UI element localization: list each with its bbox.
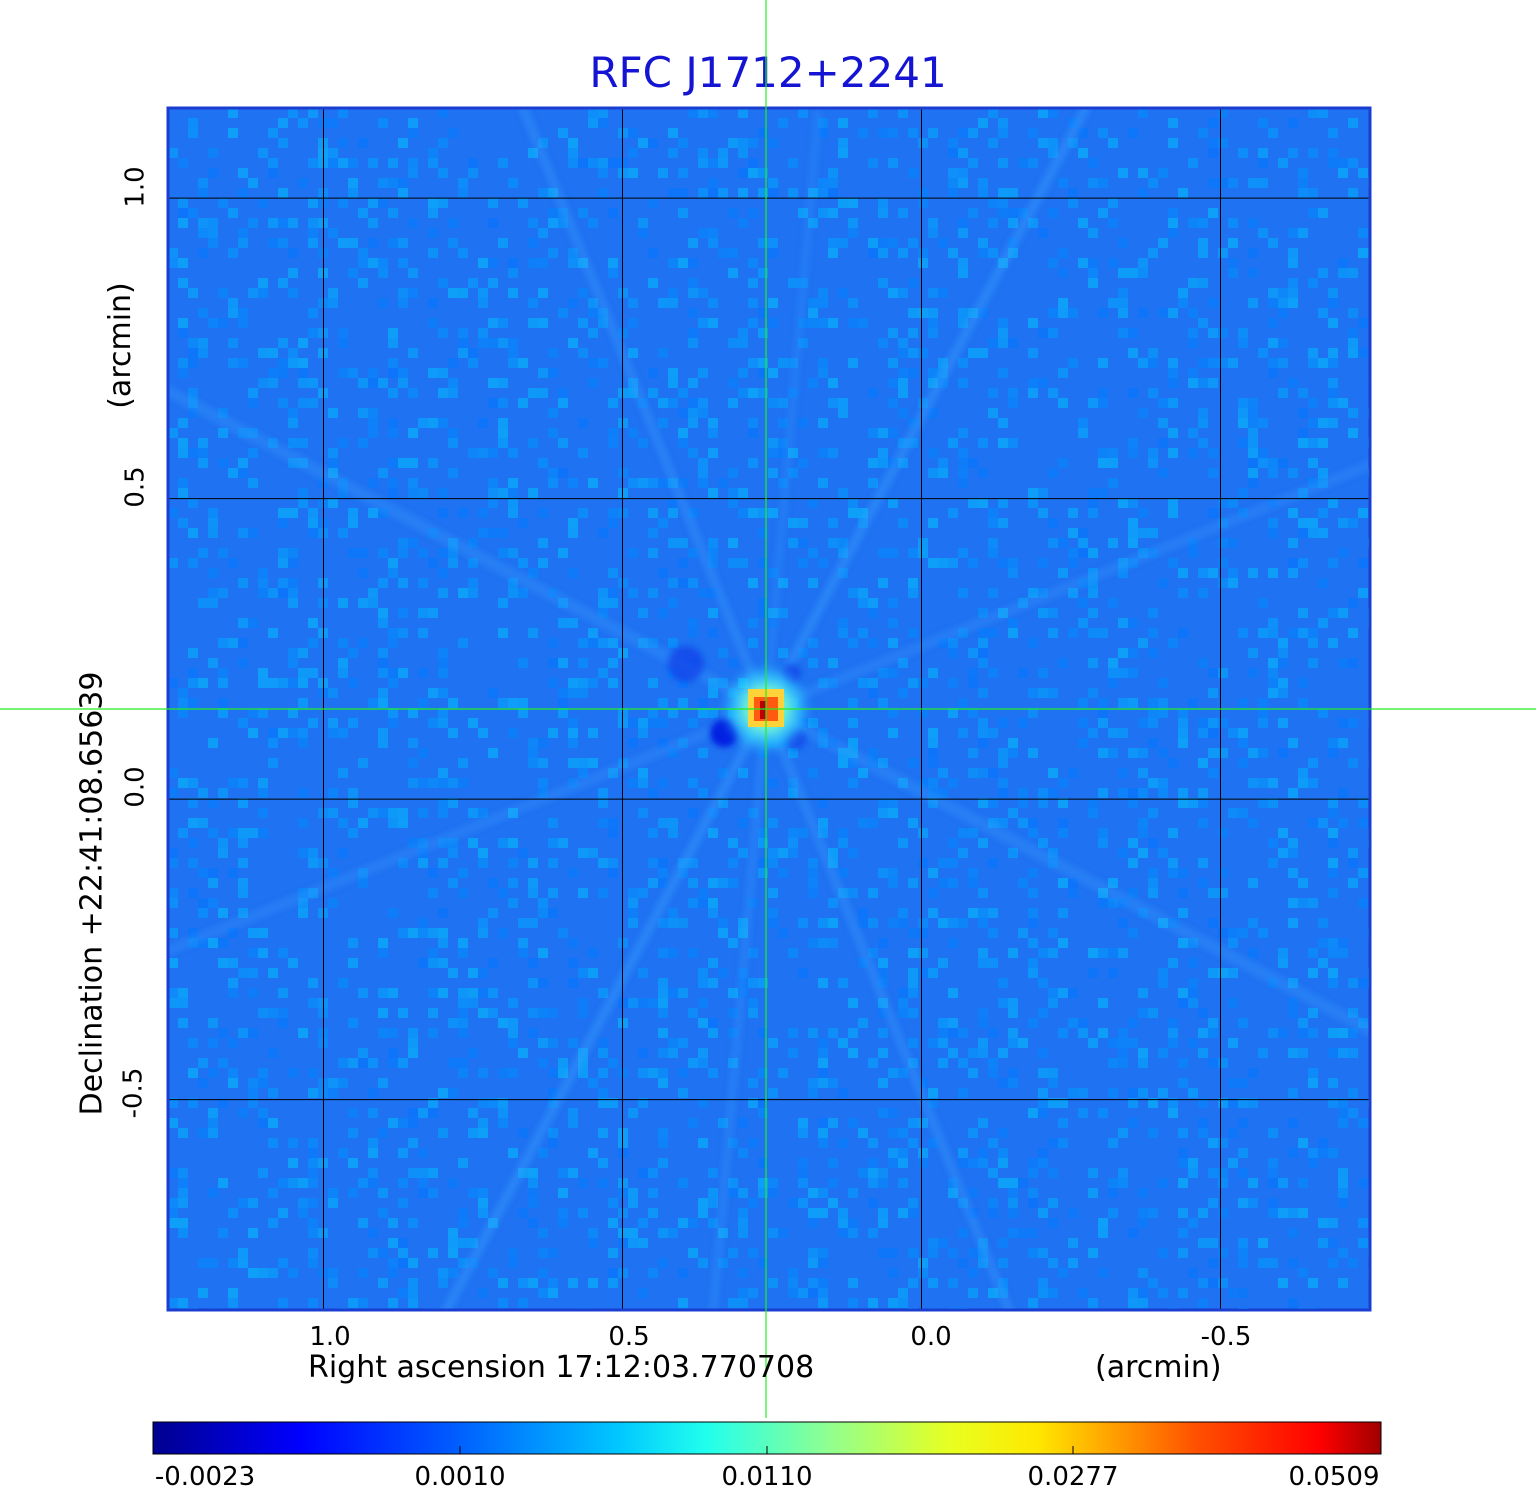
sidelobe-streak bbox=[764, 459, 1370, 714]
y-tick-label: 0.0 bbox=[120, 766, 151, 808]
sidelobe-streak bbox=[762, 110, 823, 710]
sidelobe-streak bbox=[168, 704, 768, 957]
y-tick-label: 1.0 bbox=[120, 166, 151, 208]
peak-pixel bbox=[760, 701, 767, 709]
x-axis-unit: (arcmin) bbox=[1095, 1350, 1222, 1385]
y-tick-label: -0.5 bbox=[118, 1067, 149, 1119]
colorbar-ticks bbox=[152, 1446, 1382, 1454]
colorbar-tick-label: -0.0023 bbox=[154, 1462, 256, 1492]
x-tick-label: 0.0 bbox=[910, 1322, 952, 1352]
sidelobe-streak bbox=[168, 384, 769, 715]
sidelobe-streaks bbox=[168, 108, 1370, 1310]
x-tick-label: -0.5 bbox=[1200, 1322, 1252, 1352]
y-axis-unit: (arcmin) bbox=[102, 282, 138, 409]
sidelobe-streak bbox=[763, 703, 1370, 1037]
sidelobe-streak bbox=[709, 708, 770, 1310]
sidelobe-streak bbox=[518, 108, 771, 711]
x-tick-label: 1.0 bbox=[309, 1322, 351, 1352]
negative-sidelobes bbox=[668, 646, 807, 749]
colorbar-tick-label: 0.0277 bbox=[1027, 1462, 1119, 1492]
sidelobe-streak bbox=[440, 706, 771, 1310]
x-axis-label: Right ascension 17:12:03.770708 bbox=[308, 1350, 815, 1385]
y-axis-label: Declination +22:41:08.65639 bbox=[74, 671, 110, 1116]
chart-title: RFC J1712+2241 bbox=[589, 48, 947, 97]
sidelobe-streak bbox=[761, 707, 1014, 1310]
x-tick-label: 0.5 bbox=[608, 1322, 650, 1352]
minimum-marker bbox=[710, 719, 739, 748]
crosshair bbox=[0, 0, 1536, 1418]
y-tick-label: 0.5 bbox=[120, 466, 151, 508]
colorbar-tick-label: 0.0509 bbox=[1288, 1462, 1380, 1492]
colorbar-tick-label: 0.0110 bbox=[721, 1462, 813, 1492]
colorbar-tick-label: 0.0010 bbox=[414, 1462, 506, 1492]
sidelobe-streak bbox=[761, 108, 1092, 712]
